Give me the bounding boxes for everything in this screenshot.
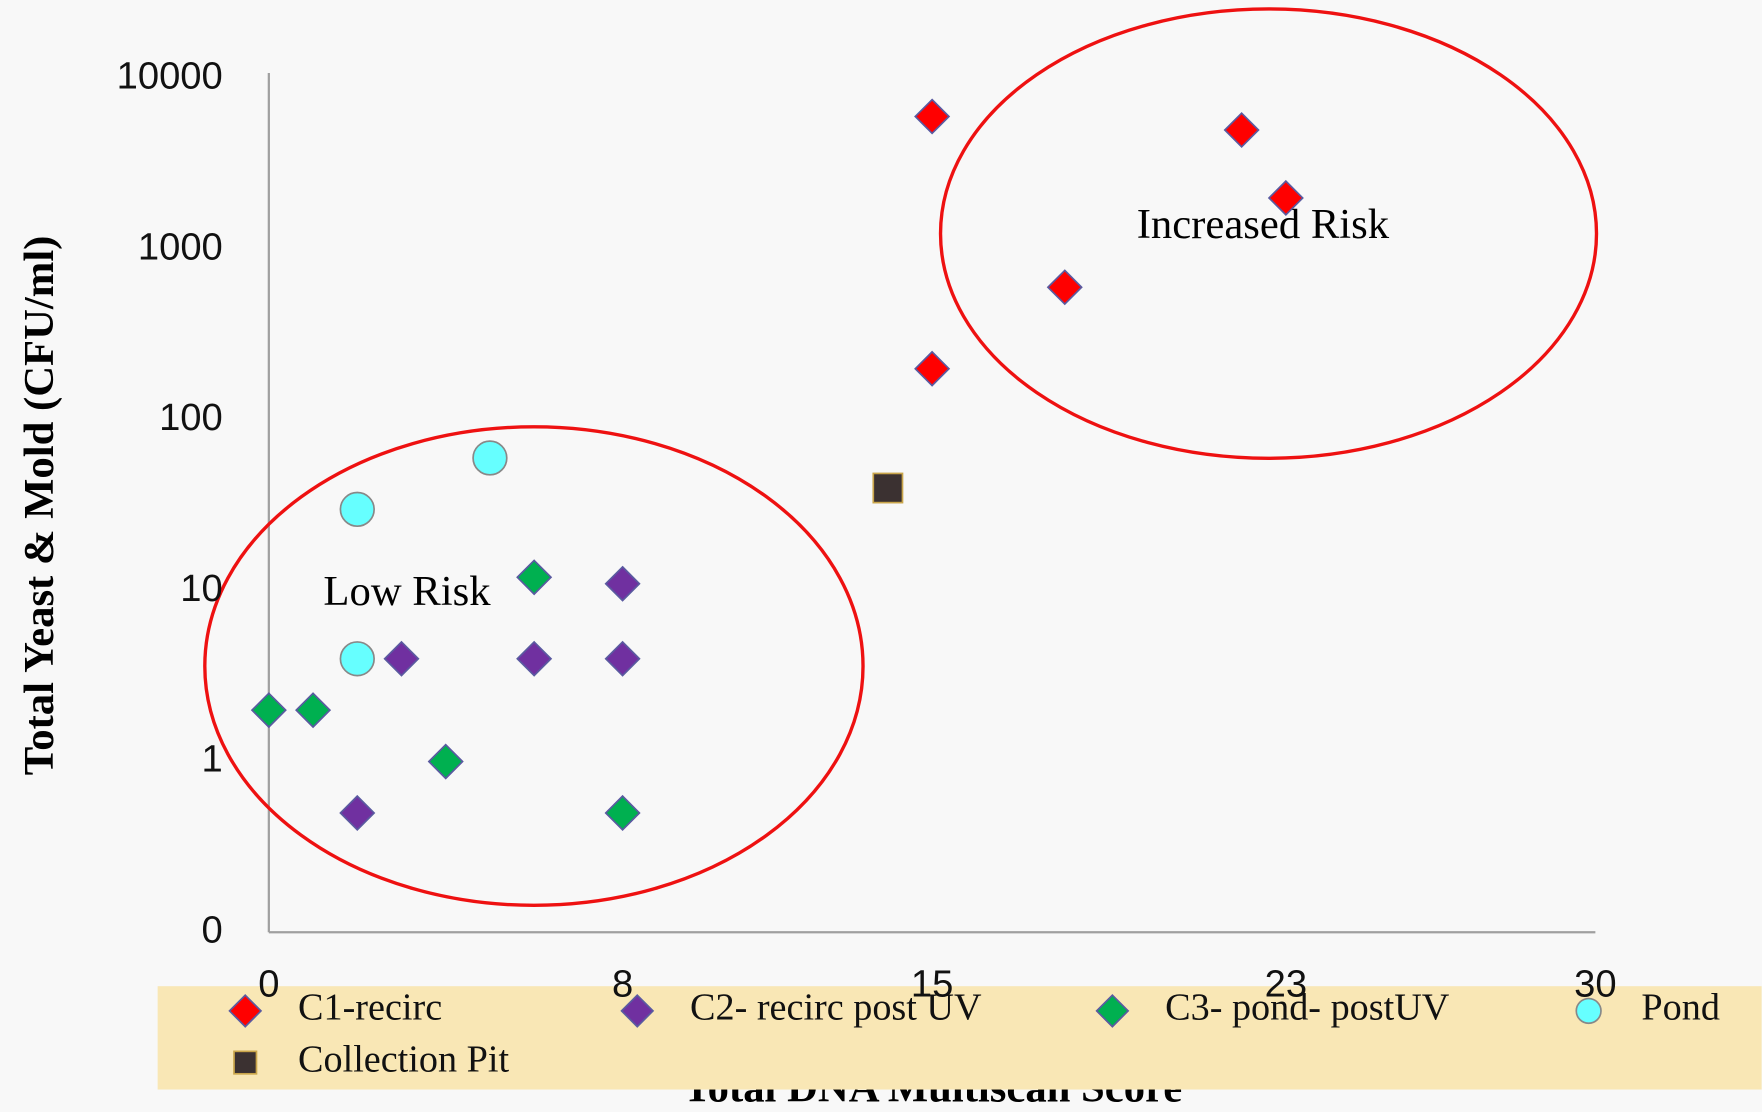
marker [250, 692, 287, 729]
legend-marker [233, 1050, 258, 1075]
x-tick-label: 30 [1574, 962, 1616, 1005]
marker [516, 559, 553, 596]
marker [604, 565, 641, 602]
marker [604, 640, 641, 677]
legend-box [157, 986, 1762, 1090]
y-axis-title: Total Yeast & Mold (CFU/ml) [16, 236, 63, 776]
legend-label: C1-recirc [298, 987, 442, 1029]
marker [295, 692, 332, 729]
marker [914, 350, 951, 387]
legend-marker [1575, 997, 1602, 1025]
y-tick-label: 1 [202, 738, 223, 781]
marker [339, 641, 375, 677]
y-tick-label: 100 [159, 396, 223, 439]
marker [872, 472, 904, 504]
legend-marker [620, 993, 655, 1028]
marker [339, 794, 376, 831]
marker [604, 794, 641, 831]
legend-label: Collection Pit [298, 1038, 509, 1080]
marker [1046, 269, 1083, 306]
marker [383, 640, 420, 677]
legend-label: Pond [1641, 987, 1720, 1029]
increased-risk-ellipse [938, 7, 1599, 460]
legend-label: C2- recirc post UV [690, 987, 982, 1029]
x-tick-label: 23 [1265, 962, 1307, 1005]
low-risk-ellipse [203, 425, 865, 908]
marker [1267, 179, 1304, 217]
x-tick-label: 15 [911, 962, 953, 1005]
y-tick-label: 0 [202, 908, 223, 951]
y-tick-label: 10 [180, 567, 222, 610]
marker [427, 743, 464, 780]
marker [339, 491, 375, 528]
annotation: Low Risk [323, 568, 491, 615]
legend-marker [228, 993, 263, 1028]
x-tick-label: 8 [612, 962, 633, 1005]
legend-label: C3- pond- postUV [1165, 987, 1450, 1029]
plot-area [250, 98, 1304, 831]
x-tick-label: 0 [258, 962, 279, 1005]
marker [516, 640, 553, 677]
legend: C1-recirc C2- recirc post UV C3- pond- pos… [228, 987, 1720, 1080]
marker [1223, 111, 1260, 149]
marker [914, 98, 951, 135]
y-tick-label: 1000 [138, 225, 223, 268]
marker [472, 440, 508, 476]
legend-marker [1095, 993, 1130, 1028]
annotation: Increased Risk [1137, 201, 1390, 248]
y-tick-label: 10000 [117, 55, 223, 98]
